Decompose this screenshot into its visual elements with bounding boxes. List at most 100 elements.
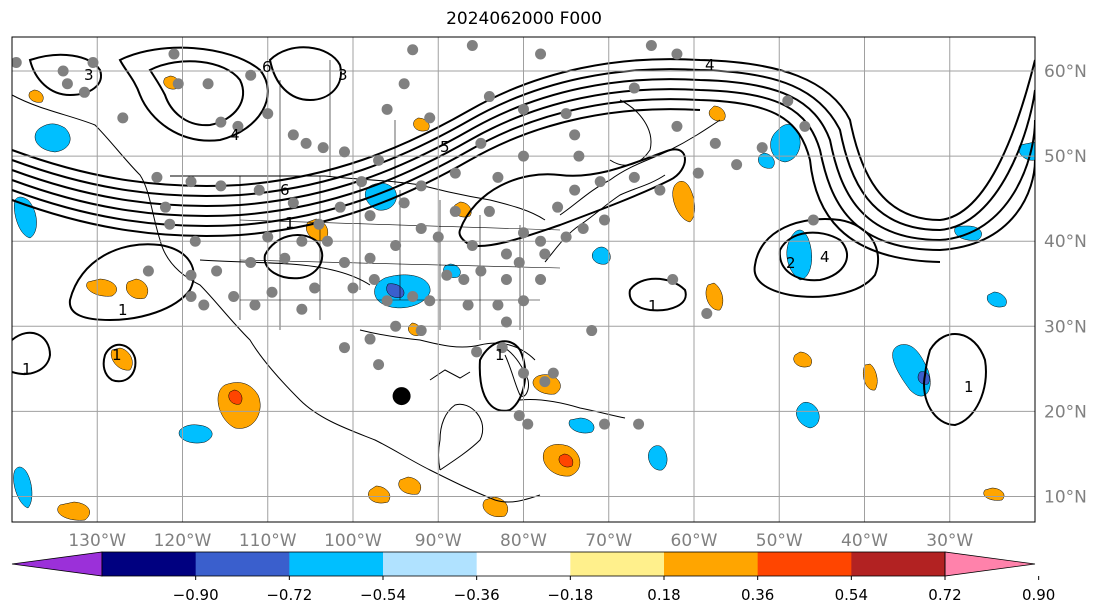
longitude-tick-label: 100°W <box>324 531 382 551</box>
station-marker <box>309 282 321 294</box>
station-marker <box>313 218 325 230</box>
map-frame <box>11 36 1036 523</box>
station-marker <box>522 418 534 430</box>
station-marker <box>535 48 547 60</box>
contour-label: 6 <box>262 58 272 76</box>
colorbar-swatch <box>851 552 946 576</box>
station-marker <box>78 86 90 98</box>
station-marker <box>560 108 572 120</box>
longitude-tick-label: 80°W <box>500 531 547 551</box>
longitude-tick-label: 90°W <box>415 531 462 551</box>
station-marker <box>364 333 376 345</box>
station-marker <box>117 112 129 124</box>
station-marker <box>373 154 385 166</box>
station-marker <box>151 171 163 183</box>
colorbar-swatch <box>289 552 384 576</box>
longitude-tick-label: 110°W <box>239 531 297 551</box>
station-marker <box>756 142 768 154</box>
contour-lines <box>12 46 1035 427</box>
station-marker <box>398 78 410 90</box>
longitude-tick-label: 40°W <box>841 531 888 551</box>
station-marker <box>381 103 393 115</box>
station-marker <box>709 137 721 149</box>
station-marker <box>475 265 487 277</box>
station-marker <box>483 91 495 103</box>
contour-label: 3 <box>84 66 94 84</box>
colorbar-swatch <box>102 552 197 576</box>
longitude-tick-label: 60°W <box>671 531 718 551</box>
station-marker <box>552 201 564 213</box>
map-title: 2024062000 F000 <box>446 9 602 29</box>
station-marker <box>142 265 154 277</box>
highlighted-location-marker <box>392 387 411 406</box>
contour-label: 3 <box>338 66 348 84</box>
station-marker <box>415 325 427 337</box>
station-marker <box>321 235 333 247</box>
station-marker <box>249 299 261 311</box>
station-marker <box>628 171 640 183</box>
station-marker <box>654 184 666 196</box>
station-marker <box>424 295 436 307</box>
contour-label: 1 <box>495 346 505 364</box>
station-marker <box>577 222 589 234</box>
colorbar-tick-label: 0.36 <box>741 586 774 604</box>
colorbar-tick-label: 0.54 <box>835 586 868 604</box>
station-marker <box>782 95 794 107</box>
station-marker <box>518 227 529 239</box>
station-marker <box>364 252 376 264</box>
station-marker <box>317 142 329 154</box>
station-marker <box>518 103 529 115</box>
contour-label: 4 <box>705 56 715 74</box>
station-marker <box>513 256 525 268</box>
station-marker <box>202 78 214 90</box>
latitude-tick-label: 50°N <box>1044 147 1087 167</box>
station-marker <box>573 150 585 162</box>
station-marker <box>535 235 547 247</box>
station-marker <box>471 346 483 358</box>
station-marker <box>518 150 529 162</box>
colorbar-tick-label: 0.18 <box>647 586 680 604</box>
station-marker <box>483 205 495 217</box>
station-marker <box>569 129 581 141</box>
station-marker <box>159 201 171 213</box>
latitude-tick-labels: 60°N 50°N 40°N 30°N 20°N 10°N <box>1044 62 1087 507</box>
station-marker <box>364 210 376 222</box>
colorbar-tick-label: −0.54 <box>360 586 406 604</box>
station-marker <box>671 48 683 60</box>
station-marker <box>518 295 529 307</box>
contour-label: 1 <box>22 360 32 378</box>
colorbar-swatch <box>476 552 571 576</box>
station-marker <box>407 44 419 56</box>
station-marker <box>671 120 683 132</box>
station-marker <box>441 269 453 281</box>
contour-label: 6 <box>280 181 290 199</box>
station-marker <box>168 48 180 60</box>
station-marker <box>500 274 512 285</box>
station-marker <box>61 78 73 90</box>
station-marker <box>185 291 197 303</box>
station-marker <box>449 205 461 217</box>
longitude-tick-label: 130°W <box>68 531 126 551</box>
station-marker <box>245 256 257 268</box>
coastlines-and-borders <box>12 94 721 503</box>
station-marker <box>338 342 350 354</box>
station-marker <box>539 248 551 260</box>
station-marker <box>415 180 427 192</box>
colorbar-extend-low <box>11 551 103 577</box>
contour-value-labels: 4 6 3 3 5 4 4 2 1 1 1 1 1 1 1 6 <box>22 56 974 396</box>
colorbar-swatch <box>664 552 759 576</box>
station-marker <box>338 146 350 158</box>
colorbar-swatch <box>757 552 852 576</box>
station-marker <box>215 116 227 128</box>
station-marker <box>338 256 350 268</box>
station-marker <box>415 222 427 234</box>
station-markers <box>12 40 819 430</box>
station-marker <box>518 367 529 379</box>
station-marker <box>215 180 227 192</box>
station-marker <box>211 265 223 277</box>
station-marker <box>594 176 606 188</box>
station-marker <box>185 269 197 281</box>
station-marker <box>466 239 478 251</box>
station-marker <box>645 40 657 52</box>
colorbar-tick-label: 0.72 <box>928 586 961 604</box>
